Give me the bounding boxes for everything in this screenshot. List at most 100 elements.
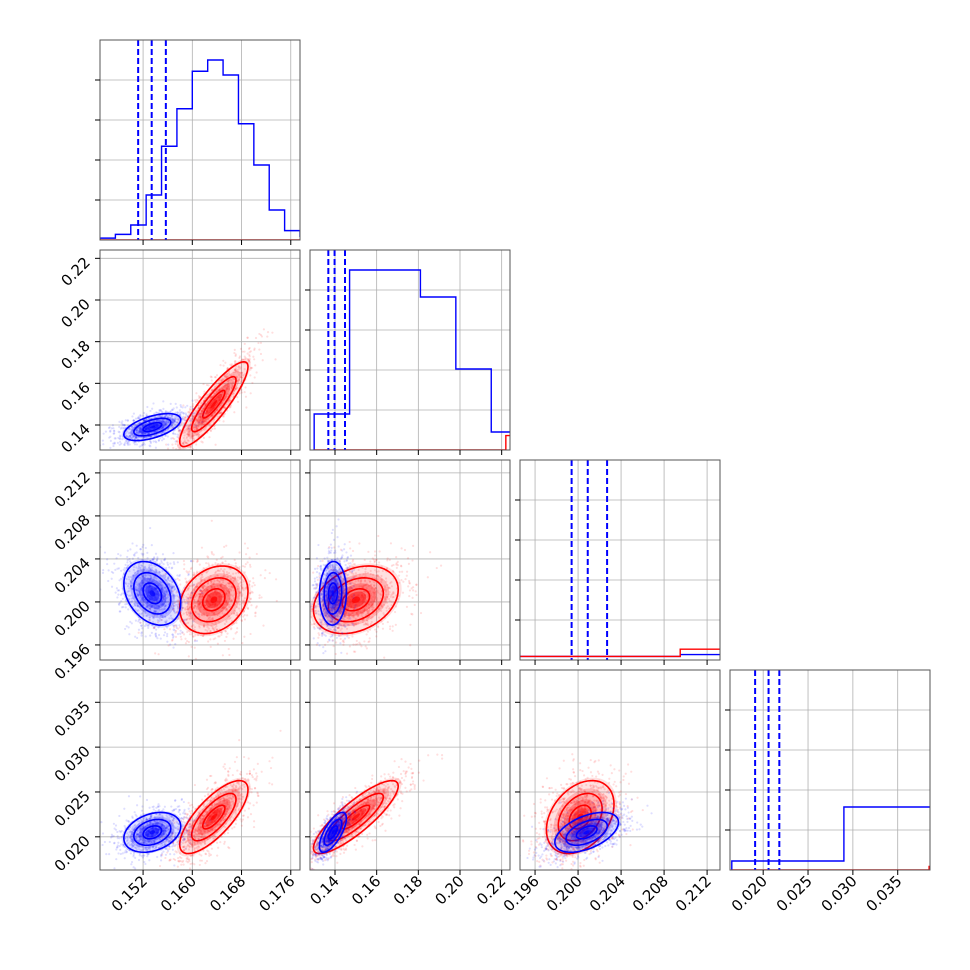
sample-point <box>112 571 115 574</box>
sample-point <box>227 387 231 390</box>
sample-point <box>166 410 169 413</box>
sample-point <box>219 393 222 396</box>
sample-point <box>149 428 152 431</box>
sample-point <box>348 587 351 591</box>
sample-point <box>307 620 309 622</box>
sample-point <box>215 397 218 400</box>
sample-point <box>372 591 375 594</box>
sample-point <box>226 372 229 376</box>
sample-point <box>169 643 172 646</box>
sample-point <box>171 420 174 424</box>
sample-point <box>234 387 237 390</box>
sample-point <box>349 600 352 603</box>
sample-point <box>157 415 160 418</box>
sample-point <box>213 376 217 379</box>
sample-point <box>327 547 330 550</box>
sample-point <box>171 580 174 583</box>
sample-point <box>295 615 297 617</box>
sample-point <box>342 639 345 642</box>
sample-point <box>160 583 163 586</box>
sample-point <box>135 428 138 431</box>
histogram-series-1 <box>313 269 510 450</box>
sample-point <box>357 580 360 583</box>
sample-point <box>173 624 177 627</box>
sample-point <box>251 585 254 588</box>
sample-point <box>346 623 349 626</box>
sample-point <box>253 347 256 350</box>
sample-point <box>213 399 216 402</box>
sample-point <box>214 575 217 578</box>
sample-point <box>220 404 223 407</box>
sample-point <box>152 431 155 434</box>
sample-point <box>240 376 243 379</box>
sample-point <box>237 597 240 600</box>
sample-point <box>231 392 235 395</box>
sample-point <box>222 606 226 609</box>
sample-point <box>150 587 153 590</box>
sample-point <box>384 597 387 600</box>
sample-point <box>218 597 221 600</box>
sample-point <box>117 593 120 596</box>
sample-point <box>136 602 139 605</box>
sample-point <box>384 577 388 580</box>
sample-point <box>128 427 131 431</box>
sample-point <box>225 374 228 377</box>
sample-point <box>216 562 220 566</box>
sample-point <box>165 420 168 423</box>
sample-point <box>218 388 222 391</box>
sample-point <box>320 597 323 600</box>
density-fill-level <box>149 425 156 429</box>
sample-point <box>332 538 336 541</box>
sample-point <box>159 408 162 412</box>
sample-point <box>318 573 321 576</box>
sample-point <box>229 381 232 384</box>
sample-point <box>203 579 206 582</box>
sample-point <box>229 405 232 409</box>
sample-point <box>118 434 122 437</box>
sample-point <box>162 595 165 599</box>
sample-point <box>139 421 142 424</box>
sample-point <box>132 419 135 422</box>
sample-point <box>392 563 395 567</box>
sample-point <box>343 543 346 546</box>
sample-point <box>333 577 336 580</box>
sample-point <box>157 597 160 601</box>
sample-point <box>336 626 339 630</box>
sample-point <box>238 593 241 596</box>
sample-point <box>365 647 368 650</box>
sample-point <box>347 562 350 565</box>
sample-point <box>185 428 188 431</box>
sample-point <box>229 598 232 601</box>
sample-point <box>419 611 423 615</box>
sample-point <box>176 594 179 597</box>
sample-point <box>377 574 380 578</box>
sample-point <box>107 569 110 572</box>
sample-point <box>180 411 183 414</box>
sample-point <box>129 580 132 583</box>
sample-point <box>158 428 161 432</box>
sample-point <box>337 615 340 618</box>
sample-point <box>307 611 309 613</box>
sample-point <box>148 619 151 622</box>
sample-point <box>221 561 224 564</box>
sample-point <box>162 419 165 422</box>
sample-point <box>222 574 225 578</box>
sample-point <box>164 593 167 597</box>
sample-point <box>250 604 253 607</box>
sample-point <box>160 588 163 591</box>
sample-point <box>200 613 204 616</box>
sample-point <box>332 607 335 610</box>
sample-point <box>213 605 216 608</box>
sample-point <box>333 606 336 609</box>
sample-point <box>317 636 320 639</box>
sample-point <box>128 435 131 438</box>
sample-point <box>202 586 205 589</box>
sample-point <box>249 374 252 377</box>
sample-point <box>231 380 235 384</box>
sample-point <box>183 426 186 429</box>
sample-point <box>154 607 157 610</box>
sample-point <box>349 570 352 574</box>
sample-point <box>191 436 194 439</box>
sample-point <box>187 446 190 449</box>
sample-point <box>189 612 192 616</box>
